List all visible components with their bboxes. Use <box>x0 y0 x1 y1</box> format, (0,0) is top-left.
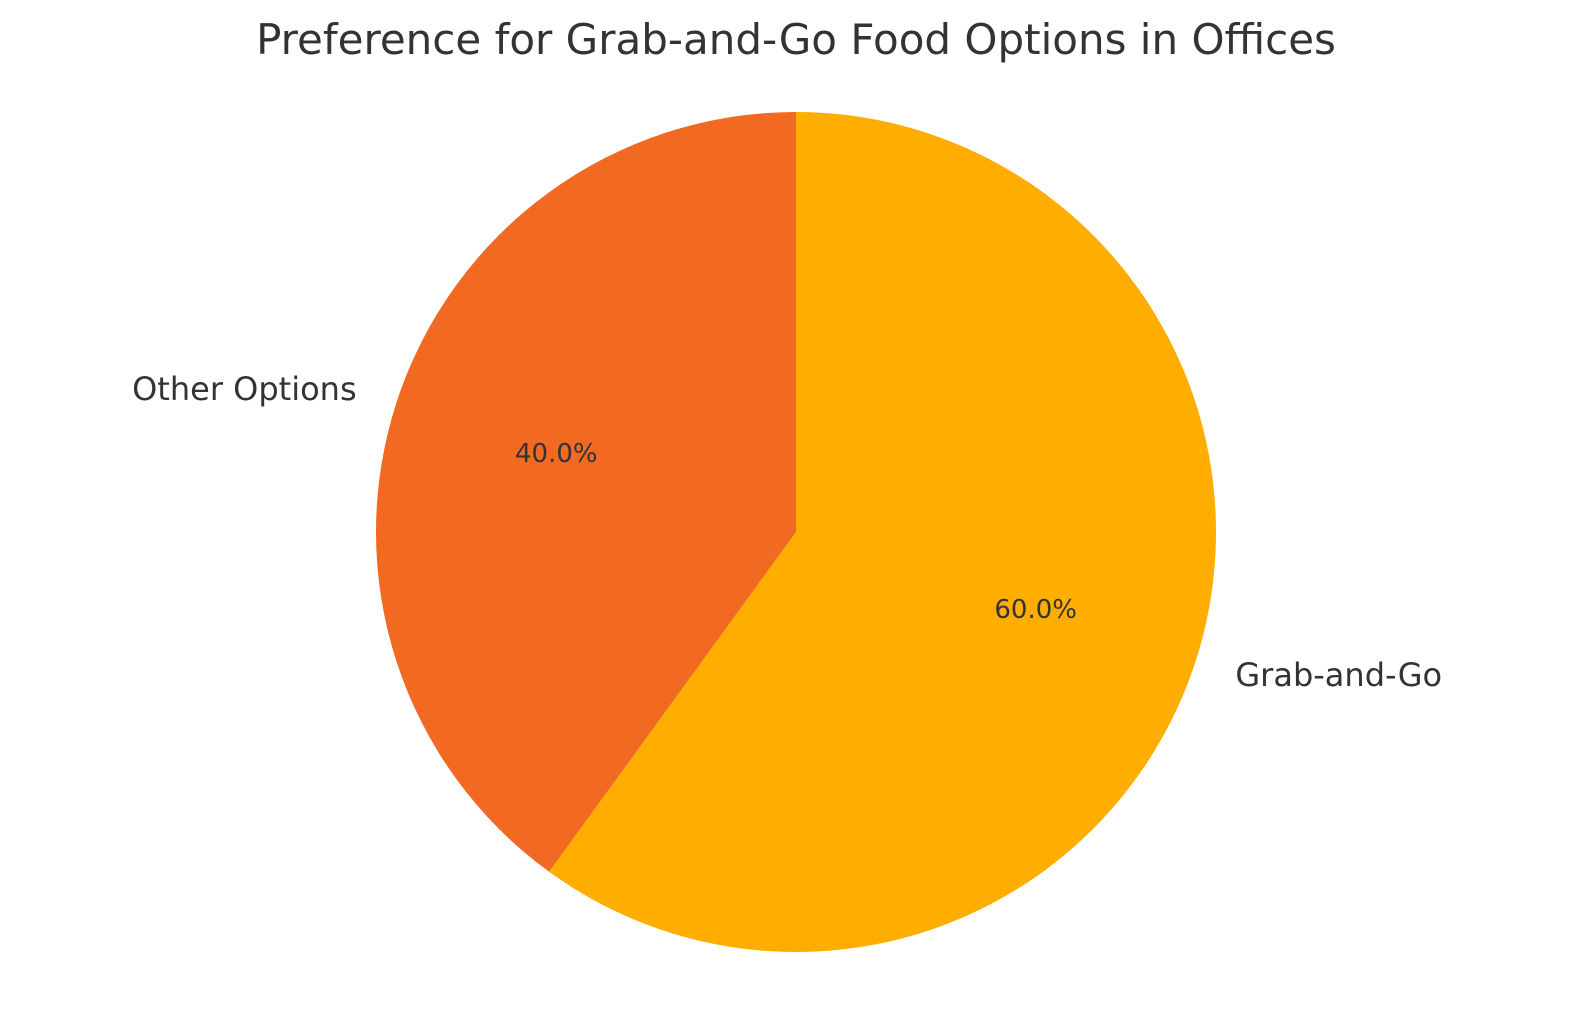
slice-category-label: Other Options <box>132 370 357 408</box>
slice-percent-label: 60.0% <box>994 595 1077 625</box>
pie-slices <box>376 112 1216 953</box>
pie-slice-other-options <box>376 112 796 872</box>
slice-percent-label: 40.0% <box>515 439 598 469</box>
chart-title: Preference for Grab-and-Go Food Options … <box>256 15 1336 64</box>
slice-category-label: Grab-and-Go <box>1235 656 1442 694</box>
pie-labels: 60.0% Grab-and-Go 40.0% Other Options <box>132 370 1442 694</box>
pie-slice-grab-and-go <box>549 112 1216 953</box>
